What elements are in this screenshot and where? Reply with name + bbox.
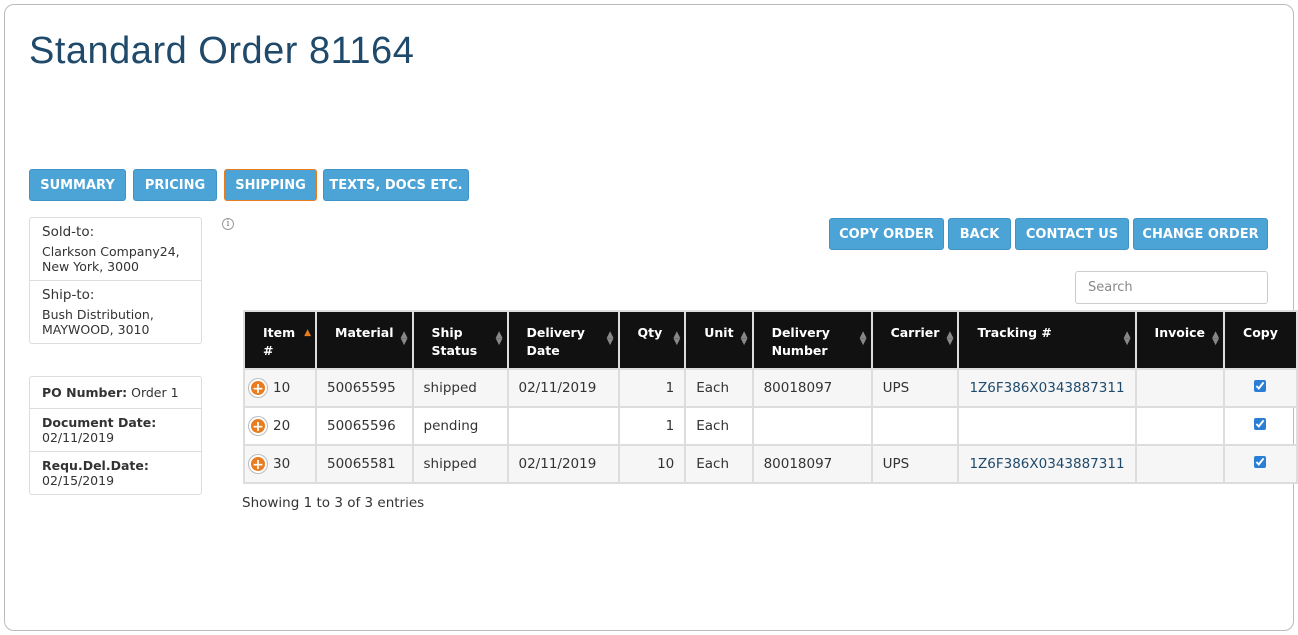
cell-invoice	[1134, 444, 1226, 484]
sort-icon: ▲ ▼	[495, 330, 503, 347]
cell-delivery-number: 80018097	[751, 444, 873, 484]
sold-to-line2: New York, 3000	[42, 259, 139, 274]
address-card: Sold-to: Clarkson Company24, New York, 3…	[29, 217, 202, 344]
cell-tracking: 1Z6F386X0343887311	[957, 444, 1137, 484]
col-ship-status[interactable]: Ship Status ▲ ▼	[411, 310, 509, 370]
cell-carrier	[870, 406, 960, 446]
cell-item: +10	[243, 368, 317, 408]
change-order-button[interactable]: CHANGE ORDER	[1133, 218, 1268, 250]
expand-plus-icon[interactable]: +	[249, 455, 267, 473]
document-date: 02/11/2019	[42, 430, 115, 445]
contact-us-button[interactable]: CONTACT US	[1015, 218, 1129, 250]
cell-invoice	[1134, 406, 1226, 446]
cell-copy	[1223, 444, 1298, 484]
cell-delivery-date: 02/11/2019	[506, 444, 620, 484]
page-title: Standard Order 81164	[29, 30, 415, 72]
shipping-table: Item # ▲ Material ▲ ▼ Ship Status ▲ ▼ Deliver…	[243, 310, 1298, 484]
col-item[interactable]: Item # ▲	[243, 310, 317, 370]
ship-to-line2: MAYWOOD, 3010	[42, 322, 150, 337]
cell-material: 50065596	[315, 406, 414, 446]
sort-icon: ▲ ▼	[946, 330, 954, 347]
cell-tracking: 1Z6F386X0343887311	[957, 368, 1137, 408]
col-tracking[interactable]: Tracking # ▲ ▼	[957, 310, 1137, 370]
col-unit[interactable]: Unit ▲ ▼	[684, 310, 754, 370]
cell-unit: Each	[684, 368, 754, 408]
cell-status: shipped	[411, 368, 509, 408]
cell-unit: Each	[684, 444, 754, 484]
tab-texts-docs[interactable]: TEXTS, DOCS ETC.	[323, 169, 469, 201]
req-del-date-label: Requ.Del.Date:	[42, 458, 149, 473]
cell-status: shipped	[411, 444, 509, 484]
table-row: +30 50065581 shipped 02/11/2019 10 Each …	[243, 444, 1298, 484]
sort-icon: ▲ ▼	[400, 330, 408, 347]
cell-copy	[1223, 368, 1298, 408]
order-info-card: PO Number: Order 1 Document Date: 02/11/2…	[29, 376, 202, 495]
cell-delivery-number	[751, 406, 873, 446]
sort-icon: ▲ ▼	[673, 330, 681, 347]
copy-order-button[interactable]: COPY ORDER	[829, 218, 944, 250]
col-qty[interactable]: Qty ▲ ▼	[617, 310, 687, 370]
cell-item: +20	[243, 406, 317, 446]
sold-to-label: Sold-to:	[42, 224, 95, 240]
tab-shipping[interactable]: SHIPPING	[224, 169, 317, 201]
cell-material: 50065595	[315, 368, 414, 408]
cell-delivery-date: 02/11/2019	[506, 368, 620, 408]
cell-carrier: UPS	[870, 368, 960, 408]
cell-delivery-number: 80018097	[751, 368, 873, 408]
col-carrier[interactable]: Carrier ▲ ▼	[870, 310, 960, 370]
col-copy: Copy	[1223, 310, 1298, 370]
copy-checkbox[interactable]	[1254, 380, 1267, 392]
sort-icon: ▲ ▼	[1212, 330, 1220, 347]
copy-checkbox[interactable]	[1254, 418, 1267, 430]
sort-icon: ▲ ▼	[859, 330, 867, 347]
tracking-link[interactable]: 1Z6F386X0343887311	[969, 380, 1125, 396]
search-input[interactable]	[1075, 271, 1268, 304]
expand-plus-icon[interactable]: +	[249, 417, 267, 435]
po-label: PO Number:	[42, 385, 128, 400]
sold-to-line1: Clarkson Company24,	[42, 244, 180, 259]
cell-unit: Each	[684, 406, 754, 446]
tab-pricing[interactable]: PRICING	[133, 169, 217, 201]
po-value: Order 1	[131, 385, 179, 400]
cell-invoice	[1134, 368, 1226, 408]
sort-icon: ▲ ▼	[1123, 330, 1131, 347]
table-row: +20 50065596 pending 1 Each	[243, 406, 1298, 446]
back-button[interactable]: BACK	[948, 218, 1011, 250]
sort-asc-icon: ▲	[304, 328, 311, 338]
table-row: +10 50065595 shipped 02/11/2019 1 Each 8…	[243, 368, 1298, 408]
sort-icon: ▲ ▼	[606, 330, 614, 347]
cell-qty: 1	[617, 368, 687, 408]
cell-copy	[1223, 406, 1298, 446]
req-del-date: 02/15/2019	[42, 473, 115, 488]
info-icon[interactable]: i	[222, 218, 234, 230]
cell-delivery-date	[506, 406, 620, 446]
col-material[interactable]: Material ▲ ▼	[315, 310, 414, 370]
cell-qty: 10	[617, 444, 687, 484]
cell-qty: 1	[617, 406, 687, 446]
tab-summary[interactable]: SUMMARY	[29, 169, 126, 201]
cell-carrier: UPS	[870, 444, 960, 484]
copy-checkbox[interactable]	[1254, 456, 1267, 468]
document-date-label: Document Date:	[42, 415, 157, 430]
sort-icon: ▲ ▼	[740, 330, 748, 347]
col-delivery-date[interactable]: Delivery Date ▲ ▼	[506, 310, 620, 370]
col-invoice[interactable]: Invoice ▲ ▼	[1134, 310, 1226, 370]
table-info: Showing 1 to 3 of 3 entries	[242, 495, 425, 511]
ship-to-line1: Bush Distribution,	[42, 307, 154, 322]
cell-material: 50065581	[315, 444, 414, 484]
cell-status: pending	[411, 406, 509, 446]
expand-plus-icon[interactable]: +	[249, 379, 267, 397]
cell-tracking	[957, 406, 1137, 446]
tracking-link[interactable]: 1Z6F386X0343887311	[969, 456, 1125, 472]
cell-item: +30	[243, 444, 317, 484]
ship-to-label: Ship-to:	[42, 287, 95, 303]
col-delivery-number[interactable]: Delivery Number ▲ ▼	[751, 310, 873, 370]
